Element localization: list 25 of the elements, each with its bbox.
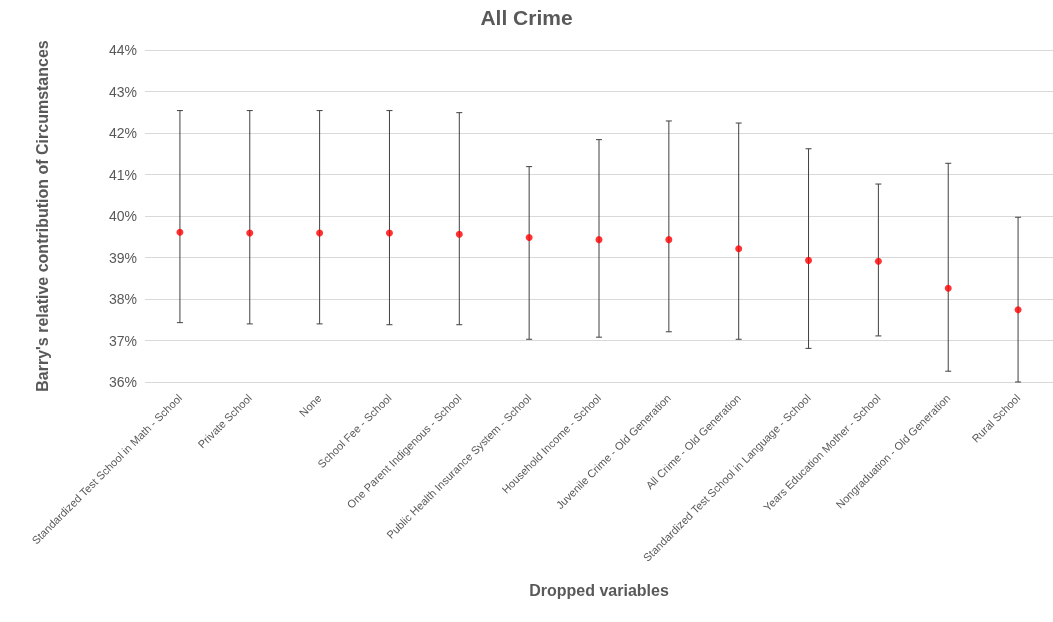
y-tick-label: 38% — [108, 291, 137, 307]
x-axis-title: Dropped variables — [529, 581, 669, 599]
y-tick-label: 42% — [108, 125, 137, 141]
y-tick-label: 37% — [108, 332, 137, 349]
y-tick-label: 43% — [108, 83, 137, 100]
point — [595, 236, 603, 244]
point — [385, 229, 393, 237]
y-tick-label: 40% — [108, 208, 137, 224]
point — [1014, 306, 1022, 314]
y-tick-label: 44% — [108, 42, 137, 58]
y-axis-title: Barry's relative contribution of Circumstances — [33, 40, 51, 392]
y-tick-label: 39% — [108, 249, 137, 266]
point — [944, 284, 952, 292]
point — [805, 256, 813, 264]
chart-title: All Crime — [480, 6, 573, 29]
point — [665, 236, 673, 244]
y-tick-label: 36% — [108, 374, 137, 390]
point — [176, 228, 184, 236]
point — [455, 230, 463, 238]
point — [246, 229, 254, 237]
y-tick-label: 41% — [108, 166, 137, 183]
point — [316, 229, 324, 237]
point — [874, 257, 882, 265]
point — [525, 234, 533, 242]
point — [735, 245, 743, 253]
